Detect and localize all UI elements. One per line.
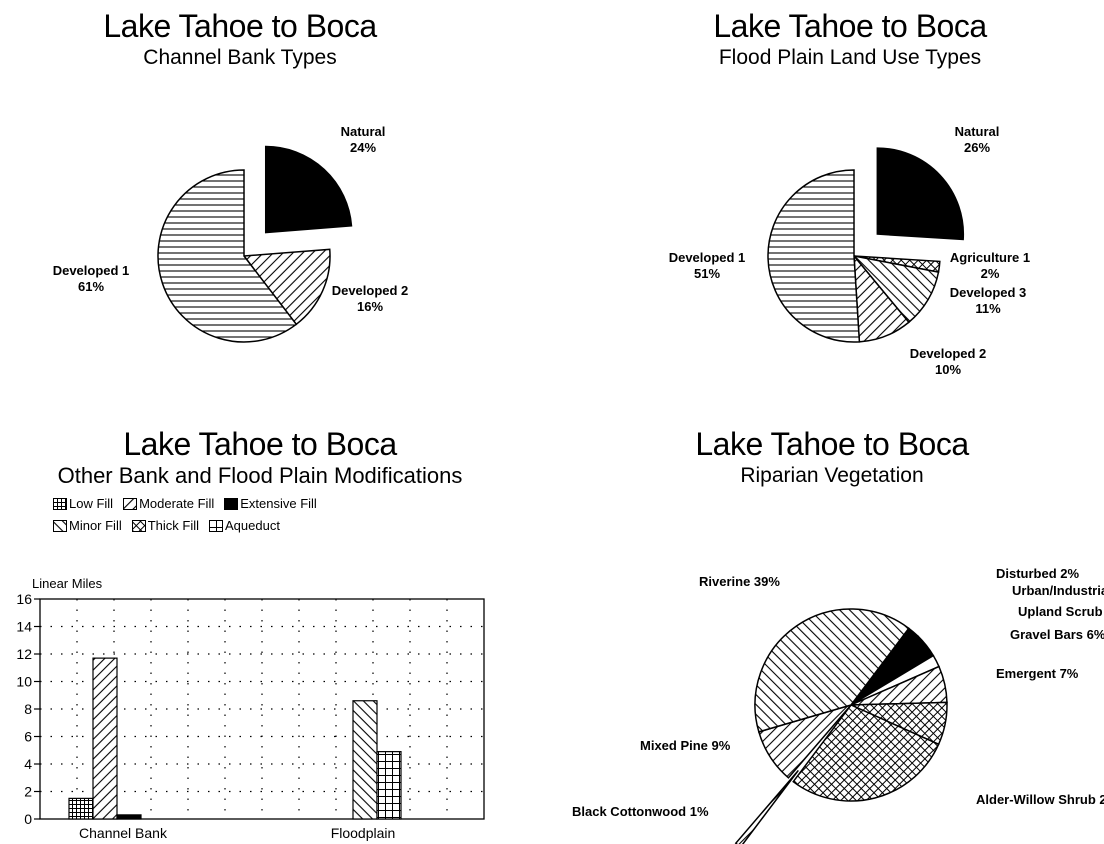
pie-slice-developed-1 bbox=[157, 169, 298, 343]
bar-minor-fill-floodplain bbox=[352, 700, 378, 820]
legend-swatch bbox=[123, 497, 138, 510]
y-tick-label: 16 bbox=[16, 591, 32, 607]
y-tick-label: 8 bbox=[24, 701, 32, 717]
bar-extensive-fill-channel-bank bbox=[116, 814, 142, 820]
legend-item-minor-fill: Minor Fill bbox=[53, 518, 122, 533]
bar-low-fill-channel-bank bbox=[68, 797, 94, 820]
channel-bank-panel: Lake Tahoe to Boca Channel Bank Types Na… bbox=[0, 0, 480, 380]
slice-label-developed-3: Developed 3 11% bbox=[950, 285, 1027, 316]
flood-plain-pie: Natural 26% Agriculture 1 2% Developed 3 11% D… bbox=[669, 124, 1030, 377]
x-tick-label: Floodplain bbox=[331, 825, 396, 841]
legend-item-extensive-fill: Extensive Fill bbox=[224, 496, 317, 511]
legend-swatch bbox=[53, 519, 67, 532]
legend-item-thick-fill: Thick Fill bbox=[131, 518, 200, 533]
legend-label: Aqueduct bbox=[225, 518, 280, 533]
slice-label-developed-2: Developed 2 16% bbox=[332, 283, 409, 314]
pie-slice-developed-2 bbox=[242, 248, 331, 326]
legend-swatch bbox=[53, 497, 67, 510]
y-tick-label: 4 bbox=[24, 756, 32, 772]
pie-slice-riverine bbox=[754, 608, 910, 733]
flood-plain-panel: Lake Tahoe to Boca Flood Plain Land Use … bbox=[600, 0, 1100, 390]
chart-subtitle: Channel Bank Types bbox=[143, 46, 337, 69]
legend-label: Minor Fill bbox=[69, 518, 122, 533]
chart-subtitle: Flood Plain Land Use Types bbox=[718, 46, 982, 69]
channel-bank-pie: Natural 24% Developed 2 16% Developed 1 61% bbox=[53, 124, 409, 343]
bar-moderate-fill-channel-bank bbox=[92, 657, 118, 820]
legend-swatch bbox=[209, 519, 224, 532]
legend-label: Low Fill bbox=[69, 496, 114, 511]
legend-item-moderate-fill: Moderate Fill bbox=[123, 496, 214, 511]
legend-label: Moderate Fill bbox=[139, 496, 215, 511]
slice-label-natural: Natural 24% bbox=[341, 124, 386, 155]
y-tick-label: 6 bbox=[24, 729, 32, 745]
modifications-panel: Lake Tahoe to Boca Other Bank and Flood … bbox=[0, 418, 520, 844]
legend-swatch bbox=[131, 519, 146, 532]
legend-row: Minor Fill Thick Fill Aqueduct bbox=[53, 518, 290, 533]
riparian-panel: Lake Tahoe to Boca Riparian Vegetation D… bbox=[560, 418, 1104, 844]
slice-label-agriculture-1: Agriculture 1 2% bbox=[950, 250, 1030, 281]
slice-label-upland-scrub: Upland Scrub 2% bbox=[1018, 604, 1104, 619]
y-tick-label: 2 bbox=[24, 784, 32, 800]
slice-label-developed-2: Developed 2 10% bbox=[910, 346, 987, 377]
legend-label: Thick Fill bbox=[147, 518, 200, 533]
plot-frame bbox=[39, 598, 485, 820]
slice-label-riverine: Riverine 39% bbox=[699, 574, 780, 589]
slice-label-developed-1: Developed 1 51% bbox=[669, 250, 746, 281]
legend-item-low-fill: Low Fill bbox=[53, 496, 113, 511]
riparian-pie: Disturbed 2% Urban/Industrial 4% Upland Sc… bbox=[572, 566, 1104, 844]
slice-label-gravel-bars: Gravel Bars 6% bbox=[1010, 627, 1104, 642]
slice-label-urban-industrial: Urban/Industrial 4% bbox=[1012, 583, 1104, 598]
chart-subtitle: Other Bank and Flood Plain Modifications bbox=[57, 463, 463, 488]
legend-swatch bbox=[224, 497, 239, 510]
slice-label-developed-1: Developed 1 61% bbox=[53, 263, 130, 294]
slice-label-mixed-pine: Mixed Pine 9% bbox=[640, 738, 731, 753]
pie-slice-developed-1 bbox=[767, 169, 861, 343]
y-tick-label: 10 bbox=[16, 674, 32, 690]
modifications-bar-chart: Linear Miles 0 2 4 6 8 10 12 14 16 Channel Bank Flo… bbox=[16, 576, 485, 841]
pie-slice-natural bbox=[876, 147, 965, 241]
chart-title: Lake Tahoe to Boca bbox=[123, 426, 397, 462]
slice-label-disturbed: Disturbed 2% bbox=[996, 566, 1080, 581]
bar-aqueduct-floodplain bbox=[376, 751, 402, 820]
chart-title: Lake Tahoe to Boca bbox=[695, 426, 969, 462]
y-tick-label: 14 bbox=[16, 619, 32, 635]
y-tick-label: 12 bbox=[16, 646, 32, 662]
pie-slice-natural bbox=[264, 145, 353, 234]
chart-subtitle: Riparian Vegetation bbox=[740, 464, 924, 487]
y-axis-label: Linear Miles bbox=[32, 576, 103, 591]
slice-label-black-cottonwood: Black Cottonwood 1% bbox=[572, 804, 709, 819]
slice-label-natural: Natural 26% bbox=[955, 124, 1000, 155]
legend-item-aqueduct: Aqueduct bbox=[209, 518, 280, 533]
chart-title: Lake Tahoe to Boca bbox=[103, 8, 377, 44]
slice-label-emergent: Emergent 7% bbox=[996, 666, 1079, 681]
x-tick-label: Channel Bank bbox=[79, 825, 168, 841]
pie-slice-black-cottonwood bbox=[734, 769, 799, 844]
slice-label-alder-willow-shrub: Alder-Willow Shrub 28% bbox=[976, 792, 1104, 807]
y-tick-label: 0 bbox=[24, 811, 32, 827]
pie-slice-alder-willow-shrub bbox=[792, 704, 940, 802]
legend-row: Low Fill Moderate Fill Extensive Fill bbox=[53, 496, 327, 511]
legend-label: Extensive Fill bbox=[240, 496, 317, 511]
chart-title: Lake Tahoe to Boca bbox=[713, 8, 987, 44]
